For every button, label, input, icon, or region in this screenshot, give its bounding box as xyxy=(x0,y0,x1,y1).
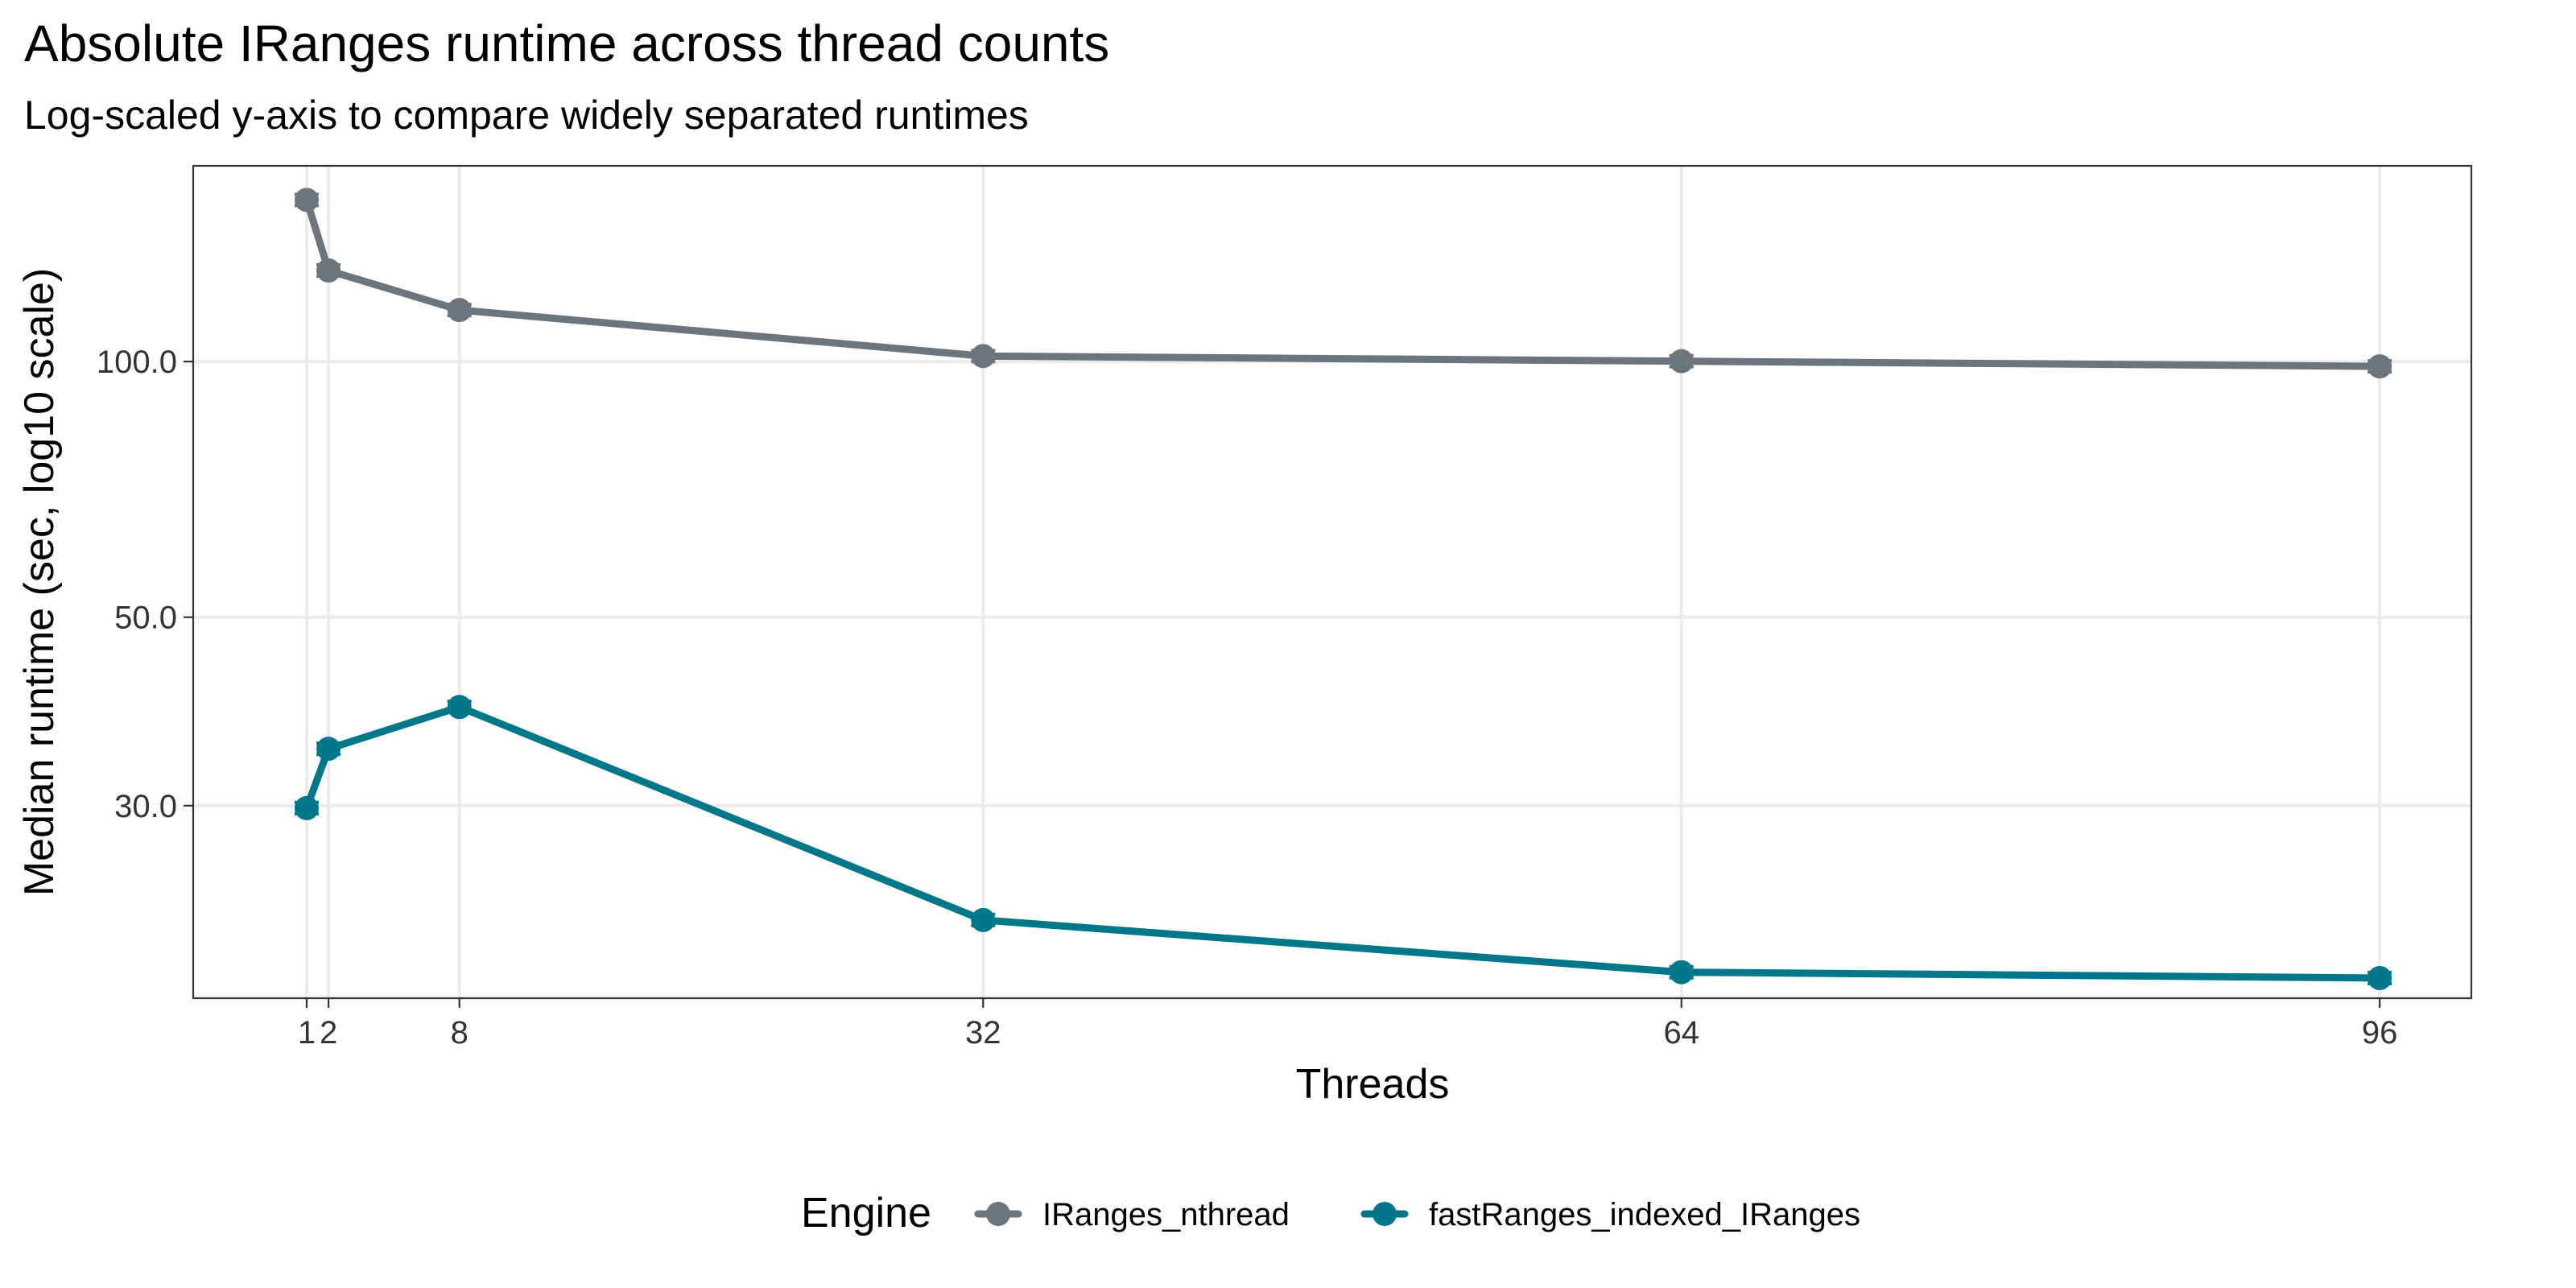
chart-subtitle: Log-scaled y-axis to compare widely sepa… xyxy=(24,93,1029,138)
plot-area xyxy=(192,164,2473,1000)
series-2 xyxy=(294,695,2392,990)
y-axis-title: Median runtime (sec, log10 scale) xyxy=(16,268,63,896)
y-axis: 30.0 50.0 100.0 xyxy=(97,345,193,824)
y-tick-label: 30.0 xyxy=(114,789,177,824)
series-line xyxy=(303,196,2384,370)
legend: Engine IRanges_nthread fastRanges_indexed… xyxy=(801,1190,1860,1236)
data-point xyxy=(1669,960,1694,985)
data-point xyxy=(294,795,319,820)
x-tick-label: 1 xyxy=(298,1015,316,1051)
x-tick-label: 64 xyxy=(1663,1015,1699,1051)
x-tick-label: 32 xyxy=(965,1015,1001,1051)
legend-key-point xyxy=(1373,1202,1397,1226)
legend-item: fastRanges_indexed_IRanges xyxy=(1360,1197,1860,1232)
data-point xyxy=(1669,349,1694,374)
data-point xyxy=(316,737,341,762)
data-point xyxy=(294,188,319,213)
legend-label: fastRanges_indexed_IRanges xyxy=(1429,1197,1860,1232)
y-tick-label: 50.0 xyxy=(114,601,177,636)
data-point xyxy=(316,258,341,283)
data-point xyxy=(971,907,996,932)
x-tick-label: 8 xyxy=(451,1015,469,1051)
x-axis: 1 2 8 32 64 96 xyxy=(298,998,2398,1051)
chart-title: Absolute IRanges runtime across thread c… xyxy=(24,14,1109,72)
series-lines xyxy=(294,188,2392,990)
plot-border xyxy=(192,164,2473,1000)
legend-item: IRanges_nthread xyxy=(974,1197,1290,1232)
data-point xyxy=(447,298,472,323)
data-point xyxy=(2368,354,2392,379)
legend-label: IRanges_nthread xyxy=(1042,1197,1290,1232)
data-point xyxy=(971,344,996,369)
x-tick-label: 96 xyxy=(2362,1015,2398,1051)
legend-key-point xyxy=(986,1202,1010,1226)
y-tick-label: 100.0 xyxy=(97,345,177,380)
legend-title: Engine xyxy=(801,1190,931,1236)
data-point xyxy=(2368,965,2392,990)
x-tick-label: 2 xyxy=(320,1015,337,1051)
series-1 xyxy=(294,188,2392,379)
legend-items: IRanges_nthread fastRanges_indexed_IRange… xyxy=(974,1197,1860,1232)
data-point xyxy=(447,695,472,720)
x-axis-title: Threads xyxy=(1296,1061,1450,1108)
plot-background xyxy=(193,166,2471,998)
